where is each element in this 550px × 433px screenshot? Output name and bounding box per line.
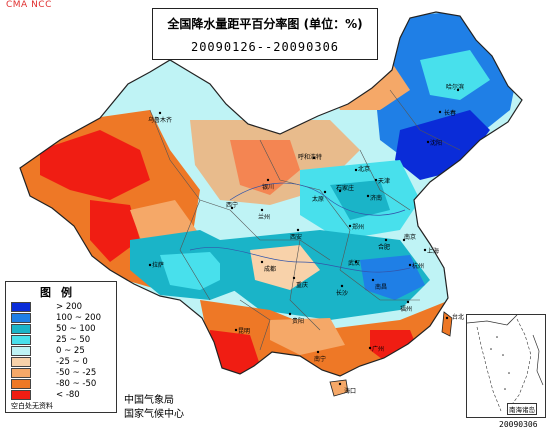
map-legend: 图例 > 200 100 ~ 200 50 ~ 100 25 ~ 50 0 ~ … (5, 281, 117, 413)
taiwan-island (441, 311, 453, 337)
field-tibet-wet-2 (160, 252, 230, 290)
city-label: 西安 (290, 234, 303, 241)
city-markers (148, 88, 460, 386)
south-china-sea-inset: 南海诸岛 (466, 314, 546, 418)
legend-label: -80 ~ -50 (56, 378, 97, 389)
credit-cma: 中国气象局 (124, 395, 174, 406)
legend-row: < -80 (11, 389, 80, 400)
city-label: 天津 (378, 178, 391, 185)
rivers (189, 182, 411, 273)
city-label: 呼和浩特 (298, 154, 323, 161)
legend-swatch (11, 334, 31, 345)
legend-label: 25 ~ 50 (56, 334, 91, 345)
inset-label: 南海诸岛 (507, 403, 537, 415)
legend-row: -50 ~ -25 (11, 367, 96, 378)
city-label: 长春 (444, 110, 457, 117)
city-label: 杭州 (412, 263, 425, 270)
city-label: 南宁 (314, 356, 327, 363)
legend-label: -25 ~ 0 (56, 356, 88, 367)
city-label: 昆明 (238, 328, 251, 335)
watermark: CMA NCC (6, 0, 52, 10)
city-label: 太原 (312, 196, 325, 203)
legend-swatch (11, 389, 31, 400)
legend-row: 0 ~ 25 (11, 345, 85, 356)
city-label: 西宁 (226, 202, 239, 209)
legend-swatch (11, 312, 31, 323)
legend-row: > 200 (11, 301, 82, 312)
title-box: 全国降水量距平百分率图 (单位：%) 20090126--20090306 (152, 8, 378, 60)
city-label: 北京 (358, 166, 371, 173)
city-label: 合肥 (378, 244, 391, 251)
legend-swatch (11, 323, 31, 334)
city-label: 沈阳 (430, 140, 443, 147)
city-label: 南昌 (375, 284, 388, 291)
city-label: 哈尔滨 (446, 84, 465, 91)
city-label: 乌鲁木齐 (148, 117, 173, 124)
city-label: 重庆 (296, 282, 309, 289)
hainan-island (329, 379, 349, 397)
legend-label: > 200 (56, 301, 83, 312)
legend-row: 100 ~ 200 (11, 312, 101, 323)
city-label: 石家庄 (336, 185, 355, 192)
field-northeast-moderate (420, 50, 490, 100)
legend-swatch (11, 367, 31, 378)
city-label: 上海 (427, 248, 440, 255)
legend-note: 空白处无资料 (11, 402, 53, 410)
city-label: 武汉 (348, 260, 361, 267)
legend-label: 100 ~ 200 (56, 312, 101, 323)
inset-map (467, 315, 544, 412)
city-label: 郑州 (352, 224, 365, 231)
credit-ncc: 国家气候中心 (124, 409, 184, 420)
field-west-extreme (40, 130, 150, 200)
legend-row: 50 ~ 100 (11, 323, 96, 334)
legend-label: 50 ~ 100 (56, 323, 96, 334)
city-label: 福州 (400, 306, 413, 313)
city-label: 拉萨 (152, 262, 165, 269)
legend-title: 图例 (40, 286, 82, 299)
legend-label: < -80 (56, 389, 80, 400)
city-label: 济南 (370, 195, 383, 202)
legend-swatch (11, 301, 31, 312)
map-period: 20090126--20090306 (190, 40, 340, 54)
legend-label: 0 ~ 25 (56, 345, 85, 356)
city-label: 银川 (262, 184, 275, 191)
city-label: 海口 (344, 388, 357, 395)
city-label: 南京 (404, 234, 417, 241)
field-guangxi-deficit (270, 318, 345, 355)
province-borders (149, 89, 461, 351)
legend-label: -50 ~ -25 (56, 367, 97, 378)
field-yunnan-extreme (210, 330, 260, 376)
field-west-extreme-2 (90, 200, 140, 262)
field-northeast-extreme-wet (395, 110, 490, 180)
city-label: 广州 (372, 346, 385, 353)
legend-swatch (11, 378, 31, 389)
city-label: 贵阳 (292, 318, 305, 325)
legend-swatch (11, 345, 31, 356)
field-sichuan-mixed (250, 245, 320, 290)
legend-row: -80 ~ -50 (11, 378, 96, 389)
legend-row: -25 ~ 0 (11, 356, 88, 367)
field-jiangnan-wet (360, 255, 425, 300)
legend-swatch (11, 356, 31, 367)
map-title: 全国降水量距平百分率图 (单位：%) (167, 17, 363, 31)
date-stamp: 20090306 (499, 420, 538, 429)
country-border (19, 11, 523, 377)
city-label: 台北 (452, 314, 465, 321)
field-north-plain-wet-2 (330, 180, 390, 220)
city-label: 长沙 (336, 290, 349, 297)
city-label: 成都 (264, 266, 277, 273)
legend-row: 25 ~ 50 (11, 334, 90, 345)
city-label: 兰州 (258, 214, 271, 221)
